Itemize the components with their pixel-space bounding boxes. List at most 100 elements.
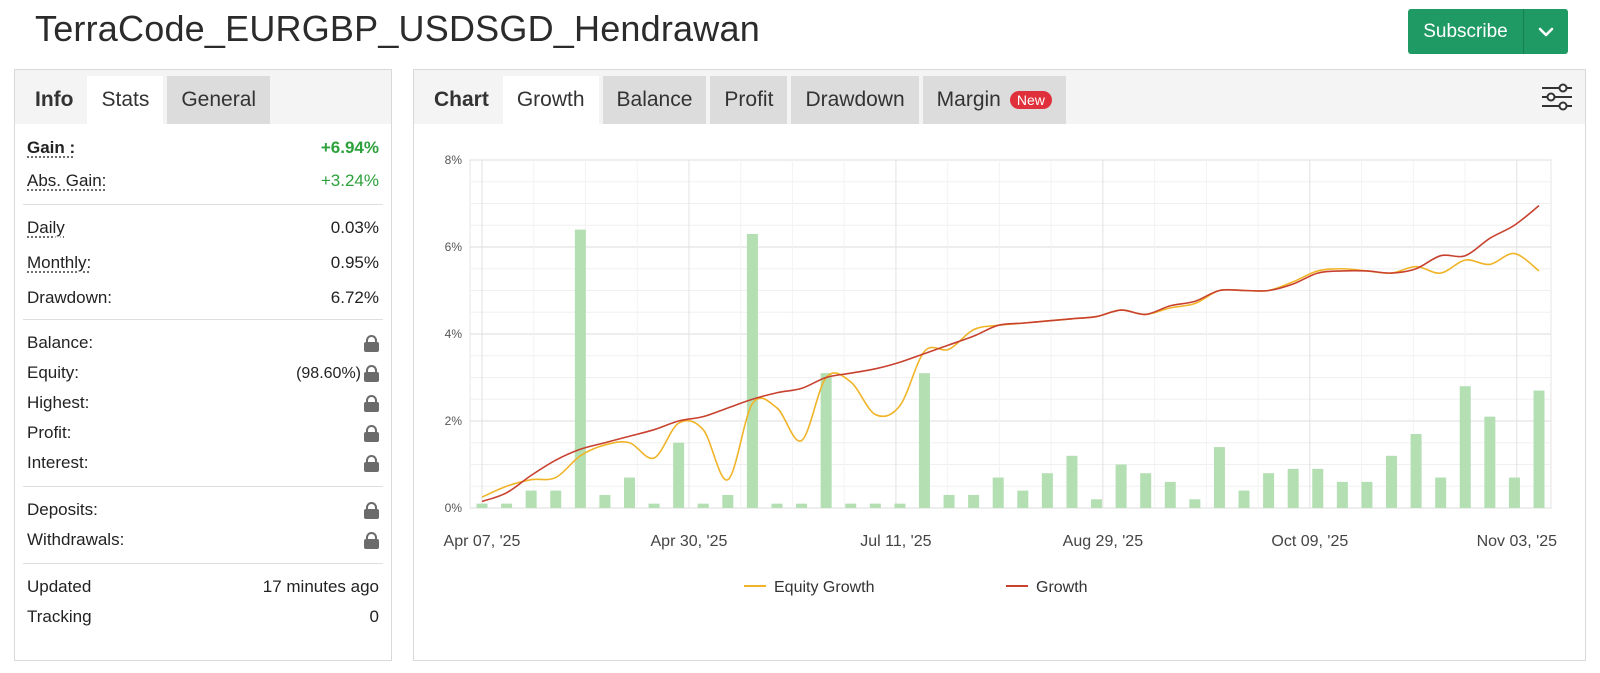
abs-gain-value: +3.24% bbox=[320, 171, 379, 190]
abs-gain-label[interactable]: Abs. Gain: bbox=[27, 171, 107, 190]
bar bbox=[574, 229, 586, 508]
subscribe-button[interactable]: Subscribe bbox=[1408, 9, 1568, 54]
stats-panel: Info Stats General Gain : +6.94% Abs. Ga… bbox=[14, 69, 392, 661]
growth-chart: 0% 2% 4% 6% 8% Apr 07, '25 Apr 30, '25 Jul 11,… bbox=[444, 153, 1558, 596]
tab-margin-label[interactable]: Margin bbox=[936, 88, 1001, 111]
divider bbox=[23, 204, 383, 205]
bar bbox=[722, 494, 734, 508]
bar bbox=[623, 477, 635, 508]
bar bbox=[869, 503, 881, 508]
monthly-row: Monthly: 0.95% bbox=[27, 245, 379, 281]
tab-stats[interactable]: Stats bbox=[87, 76, 164, 124]
chart-panel: Chart Growth Balance Profit Drawdown Mar… bbox=[413, 69, 1586, 661]
y-tick-label: 2% bbox=[445, 414, 463, 428]
withdrawals-label: Withdrawals: bbox=[27, 530, 125, 549]
chart-legend: Equity Growth Growth bbox=[744, 579, 1088, 596]
chart-lines bbox=[481, 205, 1540, 503]
bar bbox=[1459, 386, 1471, 508]
left-tabbar: Info Stats General bbox=[15, 70, 391, 124]
bar bbox=[1287, 468, 1299, 508]
bar bbox=[1164, 481, 1176, 508]
x-tick-label: Jul 11, '25 bbox=[860, 533, 931, 550]
new-badge: New bbox=[1009, 91, 1052, 109]
bar bbox=[968, 494, 980, 508]
tab-balance[interactable]: Balance bbox=[602, 76, 707, 124]
bar bbox=[648, 503, 660, 508]
lock-icon bbox=[364, 454, 379, 472]
equity-label: Equity: bbox=[27, 363, 79, 382]
bar bbox=[1386, 455, 1398, 508]
bar bbox=[1140, 473, 1152, 508]
stats-list: Gain : +6.94% Abs. Gain: +3.24% Daily 0.… bbox=[15, 124, 391, 632]
bar bbox=[1533, 390, 1545, 508]
daily-row: Daily 0.03% bbox=[27, 205, 379, 245]
subscribe-label[interactable]: Subscribe bbox=[1408, 9, 1524, 54]
abs-gain-row: Abs. Gain: +3.24% bbox=[27, 162, 379, 200]
bar bbox=[771, 503, 783, 508]
x-tick-label: Aug 29, '25 bbox=[1063, 533, 1144, 550]
balance-label: Balance: bbox=[27, 333, 94, 352]
bar bbox=[476, 503, 488, 508]
settings-sliders-icon[interactable] bbox=[1541, 82, 1573, 112]
gain-label[interactable]: Gain : bbox=[27, 138, 76, 157]
gain-row: Gain : +6.94% bbox=[27, 124, 379, 162]
chart-tabbar: Chart Growth Balance Profit Drawdown Mar… bbox=[414, 70, 1585, 124]
legend-label: Growth bbox=[1036, 579, 1088, 596]
daily-label[interactable]: Daily bbox=[27, 218, 65, 237]
lock-icon bbox=[364, 424, 379, 442]
tab-info[interactable]: Info bbox=[35, 88, 74, 111]
tab-profit[interactable]: Profit bbox=[710, 76, 788, 124]
tracking-row: Tracking 0 bbox=[27, 602, 379, 632]
tracking-value: 0 bbox=[369, 607, 379, 626]
drawdown-value: 6.72% bbox=[330, 288, 379, 307]
divider bbox=[23, 486, 383, 487]
legend-label: Equity Growth bbox=[774, 579, 874, 596]
highest-row: Highest: bbox=[27, 388, 379, 418]
deposits-row: Deposits: bbox=[27, 487, 379, 525]
updated-value: 17 minutes ago bbox=[262, 577, 379, 596]
bar bbox=[1238, 490, 1250, 508]
bar bbox=[845, 503, 857, 508]
updated-row: Updated 17 minutes ago bbox=[27, 564, 379, 602]
deposits-label: Deposits: bbox=[27, 500, 98, 519]
bar bbox=[550, 490, 562, 508]
page-title: TerraCode_EURGBP_USDSGD_Hendrawan bbox=[35, 8, 760, 49]
bar bbox=[1213, 447, 1225, 508]
bar bbox=[1017, 490, 1029, 508]
chevron-down-icon[interactable] bbox=[1524, 9, 1568, 54]
tab-chart[interactable]: Chart bbox=[434, 88, 489, 111]
interest-label: Interest: bbox=[27, 453, 89, 472]
profit-label: Profit: bbox=[27, 423, 72, 442]
gain-value: +6.94% bbox=[320, 138, 379, 157]
bar bbox=[1091, 499, 1103, 508]
y-axis-ticks: 0% 2% 4% 6% 8% bbox=[445, 153, 463, 515]
bar bbox=[943, 494, 955, 508]
tab-drawdown[interactable]: Drawdown bbox=[791, 76, 919, 124]
balance-row: Balance: bbox=[27, 320, 379, 358]
highest-label: Highest: bbox=[27, 393, 90, 412]
equity-row: Equity: (98.60%) bbox=[27, 358, 379, 388]
tab-growth[interactable]: Growth bbox=[502, 76, 599, 124]
lock-icon bbox=[364, 501, 379, 519]
y-tick-label: 6% bbox=[445, 240, 463, 254]
x-tick-label: Apr 30, '25 bbox=[651, 533, 728, 550]
bar bbox=[746, 233, 758, 508]
y-tick-label: 0% bbox=[445, 501, 463, 515]
chart-bars bbox=[476, 229, 1545, 508]
tracking-label: Tracking bbox=[27, 607, 92, 626]
lock-icon bbox=[364, 334, 379, 352]
tab-margin[interactable]: Margin New bbox=[922, 76, 1066, 124]
profit-row: Profit: bbox=[27, 418, 379, 448]
monthly-label[interactable]: Monthly: bbox=[27, 253, 92, 272]
bar bbox=[1361, 481, 1373, 508]
bar bbox=[1336, 481, 1348, 508]
tab-general[interactable]: General bbox=[167, 76, 271, 124]
bar bbox=[820, 373, 832, 508]
divider bbox=[23, 319, 383, 320]
bar bbox=[697, 503, 709, 508]
bar bbox=[1041, 473, 1053, 508]
bar bbox=[501, 503, 513, 508]
x-tick-label: Oct 09, '25 bbox=[1271, 533, 1348, 550]
bar bbox=[894, 503, 906, 508]
lock-icon bbox=[364, 531, 379, 549]
